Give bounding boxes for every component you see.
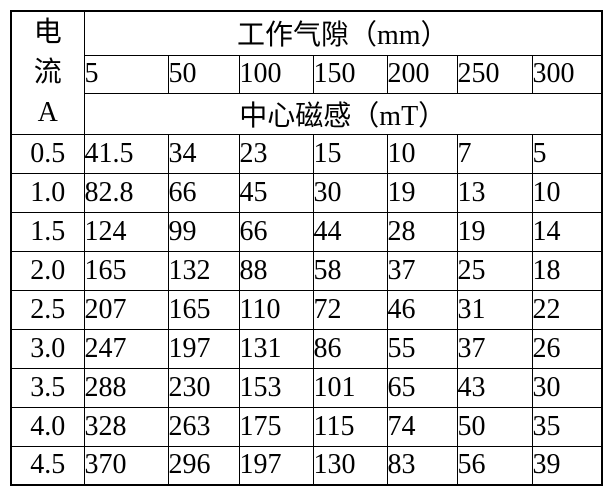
air-gap-header-cell: 工作气隙（mm） <box>83 10 603 56</box>
current-value-cell: 1.5 <box>10 211 85 252</box>
current-header-cell: 电 流 A <box>10 10 85 135</box>
current-header-line2: 流 <box>33 56 62 88</box>
induction-value-cell: 30 <box>531 367 603 408</box>
induction-value-cell: 230 <box>167 367 240 408</box>
current-header-line1: 电 <box>33 16 62 48</box>
gap-value-cell: 150 <box>312 54 388 94</box>
current-value-cell: 4.0 <box>10 406 85 447</box>
table-row: 1.5 124 99 66 44 28 19 14 <box>10 211 603 252</box>
table-row: 4.5 370 296 197 130 83 56 39 <box>10 445 603 486</box>
induction-value-cell: 5 <box>531 133 603 174</box>
induction-value-cell: 34 <box>167 133 240 174</box>
induction-value-cell: 66 <box>167 172 240 213</box>
induction-value-cell: 15 <box>312 133 388 174</box>
induction-value-cell: 10 <box>531 172 603 213</box>
induction-value-cell: 22 <box>531 289 603 330</box>
induction-value-cell: 115 <box>312 406 388 447</box>
induction-value-cell: 30 <box>312 172 388 213</box>
gap-value-cell: 250 <box>456 54 533 94</box>
current-value-cell: 1.0 <box>10 172 85 213</box>
table-row: 3.5 288 230 153 101 65 43 30 <box>10 367 603 408</box>
induction-value-cell: 31 <box>456 289 533 330</box>
gap-value-cell: 300 <box>531 54 603 94</box>
induction-value-cell: 86 <box>312 328 388 369</box>
induction-value-cell: 37 <box>456 328 533 369</box>
current-value-cell: 2.0 <box>10 250 85 291</box>
induction-value-cell: 288 <box>83 367 169 408</box>
current-value-cell: 0.5 <box>10 133 85 174</box>
induction-value-cell: 18 <box>531 250 603 291</box>
current-value-cell: 4.5 <box>10 445 85 486</box>
induction-value-cell: 56 <box>456 445 533 486</box>
induction-value-cell: 101 <box>312 367 388 408</box>
induction-value-cell: 13 <box>456 172 533 213</box>
current-value-cell: 3.5 <box>10 367 85 408</box>
induction-value-cell: 25 <box>456 250 533 291</box>
induction-value-cell: 370 <box>83 445 169 486</box>
table-row: 2.0 165 132 88 58 37 25 18 <box>10 250 603 291</box>
induction-value-cell: 296 <box>167 445 240 486</box>
induction-value-cell: 88 <box>238 250 314 291</box>
induction-value-cell: 197 <box>238 445 314 486</box>
table-row: 2.5 207 165 110 72 46 31 22 <box>10 289 603 330</box>
induction-value-cell: 19 <box>386 172 458 213</box>
induction-value-cell: 132 <box>167 250 240 291</box>
gap-value-cell: 5 <box>83 54 169 94</box>
induction-value-cell: 99 <box>167 211 240 252</box>
induction-value-cell: 43 <box>456 367 533 408</box>
induction-value-cell: 110 <box>238 289 314 330</box>
induction-value-cell: 82.8 <box>83 172 169 213</box>
induction-value-cell: 328 <box>83 406 169 447</box>
induction-value-cell: 58 <box>312 250 388 291</box>
induction-value-cell: 131 <box>238 328 314 369</box>
induction-value-cell: 28 <box>386 211 458 252</box>
induction-value-cell: 65 <box>386 367 458 408</box>
induction-value-cell: 83 <box>386 445 458 486</box>
induction-value-cell: 153 <box>238 367 314 408</box>
induction-value-cell: 55 <box>386 328 458 369</box>
induction-value-cell: 74 <box>386 406 458 447</box>
induction-value-cell: 165 <box>167 289 240 330</box>
magnetic-induction-table: 电 流 A 工作气隙（mm） 5 50 100 150 200 250 300 … <box>10 10 603 486</box>
induction-value-cell: 207 <box>83 289 169 330</box>
induction-value-cell: 26 <box>531 328 603 369</box>
induction-value-cell: 72 <box>312 289 388 330</box>
induction-value-cell: 175 <box>238 406 314 447</box>
induction-value-cell: 130 <box>312 445 388 486</box>
induction-value-cell: 19 <box>456 211 533 252</box>
induction-value-cell: 46 <box>386 289 458 330</box>
induction-value-cell: 14 <box>531 211 603 252</box>
induction-value-cell: 44 <box>312 211 388 252</box>
table-row: 0.5 41.5 34 23 15 10 7 5 <box>10 133 603 174</box>
induction-value-cell: 165 <box>83 250 169 291</box>
induction-value-cell: 197 <box>167 328 240 369</box>
induction-value-cell: 23 <box>238 133 314 174</box>
current-header-unit: A <box>37 96 58 128</box>
gap-value-cell: 200 <box>386 54 458 94</box>
induction-value-cell: 124 <box>83 211 169 252</box>
gap-value-cell: 100 <box>238 54 314 94</box>
induction-value-cell: 263 <box>167 406 240 447</box>
induction-header-cell: 中心磁感（mT） <box>83 92 603 135</box>
induction-value-cell: 66 <box>238 211 314 252</box>
current-value-cell: 3.0 <box>10 328 85 369</box>
current-value-cell: 2.5 <box>10 289 85 330</box>
table-row: 1.0 82.8 66 45 30 19 13 10 <box>10 172 603 213</box>
induction-value-cell: 35 <box>531 406 603 447</box>
induction-value-cell: 10 <box>386 133 458 174</box>
induction-value-cell: 247 <box>83 328 169 369</box>
table-row: 3.0 247 197 131 86 55 37 26 <box>10 328 603 369</box>
induction-value-cell: 50 <box>456 406 533 447</box>
induction-value-cell: 39 <box>531 445 603 486</box>
gap-value-cell: 50 <box>167 54 240 94</box>
induction-value-cell: 41.5 <box>83 133 169 174</box>
table-row: 4.0 328 263 175 115 74 50 35 <box>10 406 603 447</box>
induction-value-cell: 45 <box>238 172 314 213</box>
induction-value-cell: 7 <box>456 133 533 174</box>
induction-value-cell: 37 <box>386 250 458 291</box>
